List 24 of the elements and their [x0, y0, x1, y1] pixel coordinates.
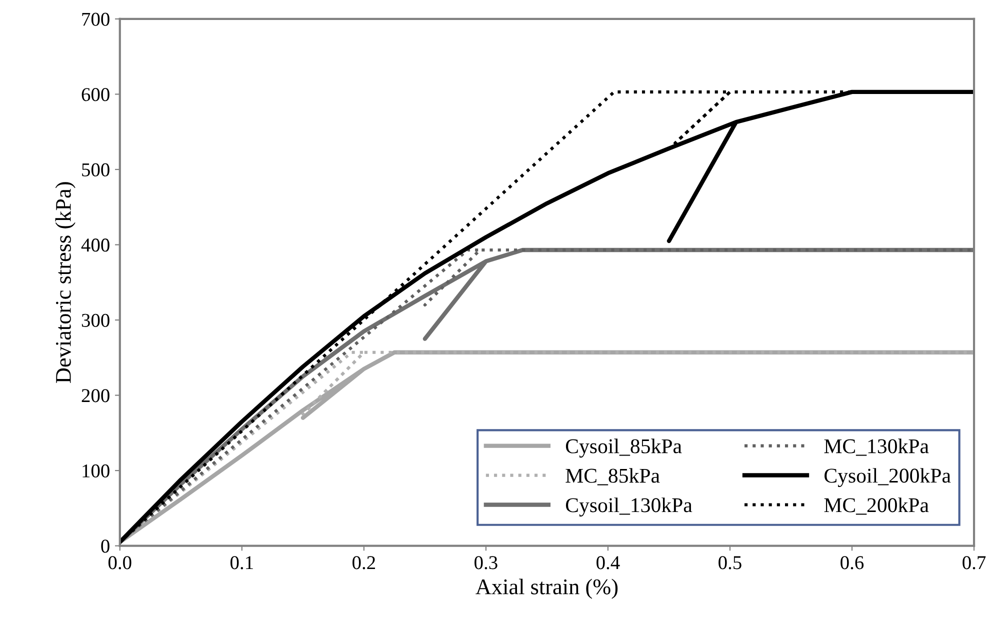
- legend-label: MC_130kPa: [824, 438, 929, 456]
- y-tick-label: 500: [82, 163, 110, 176]
- legend-label: MC_85kPa: [566, 468, 660, 486]
- y-tick-label: 200: [82, 389, 110, 402]
- y-tick-label: 400: [81, 238, 110, 252]
- y-tick-label: 700: [82, 12, 110, 26]
- x-tick-label: 0.4: [596, 556, 620, 570]
- x-tick-label: 0.1: [230, 556, 253, 570]
- x-tick-label: 0.3: [474, 556, 498, 570]
- y-tick-label: 100: [82, 464, 110, 478]
- x-axis-title: Axial strain (%): [476, 578, 618, 599]
- x-tick-label: 0.5: [718, 556, 742, 570]
- legend-label: MC_200kPa: [824, 498, 929, 515]
- y-tick-label: 300: [82, 314, 110, 327]
- x-tick-label: 0.6: [840, 556, 864, 570]
- legend-label: Cysoil_85kPa: [566, 438, 682, 458]
- y-tick-label: 0: [101, 540, 110, 553]
- legend-label: Cysoil_200kPa: [824, 468, 951, 488]
- x-tick-label: 0.2: [352, 556, 375, 570]
- y-axis-title: Deviatoric stress (kPa): [55, 182, 76, 383]
- x-tick-label: 0.0: [108, 556, 132, 570]
- legend-label: Cysoil_130kPa: [566, 498, 692, 517]
- y-tick-label: 600: [82, 88, 110, 102]
- x-tick-label: 0.7: [962, 556, 986, 570]
